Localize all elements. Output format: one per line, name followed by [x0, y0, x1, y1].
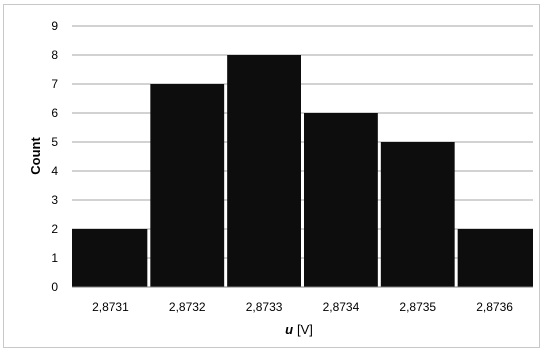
- x-tick-label: 2,8731: [92, 300, 129, 314]
- grid-lines: [72, 25, 533, 259]
- bar: [227, 55, 301, 287]
- x-axis-title: u [V]: [285, 322, 313, 337]
- y-tick-label: 3: [51, 193, 58, 207]
- y-tick-labels: 0 1 2 3 4 5 6 7 8 9: [51, 19, 58, 294]
- x-axis-symbol: u: [285, 322, 293, 337]
- y-tick-label: 7: [51, 77, 58, 91]
- y-tick-label: 4: [51, 164, 58, 178]
- y-tick-label: 9: [51, 19, 58, 33]
- y-tick-label: 5: [51, 135, 58, 149]
- x-axis-unit: [V]: [297, 322, 313, 337]
- x-tick-label: 2,8732: [169, 300, 206, 314]
- x-tick-label: 2,8736: [476, 300, 513, 314]
- x-tick-label: 2,8735: [399, 300, 436, 314]
- bar: [72, 229, 148, 287]
- y-axis-title: Count: [28, 137, 43, 175]
- y-tick-label: 1: [51, 251, 58, 265]
- y-tick-label: 8: [51, 48, 58, 62]
- bar: [150, 84, 225, 287]
- y-tick-label: 0: [51, 280, 58, 294]
- x-tick-label: 2,8733: [246, 300, 283, 314]
- bar: [304, 113, 378, 287]
- bars-group: [72, 55, 533, 287]
- x-tick-label: 2,8734: [323, 300, 360, 314]
- x-tick-labels: 2,8731 2,8732 2,8733 2,8734 2,8735 2,8736: [92, 300, 513, 314]
- bar: [380, 142, 455, 287]
- bar: [457, 229, 533, 287]
- y-tick-label: 6: [51, 106, 58, 120]
- y-tick-label: 2: [51, 222, 58, 236]
